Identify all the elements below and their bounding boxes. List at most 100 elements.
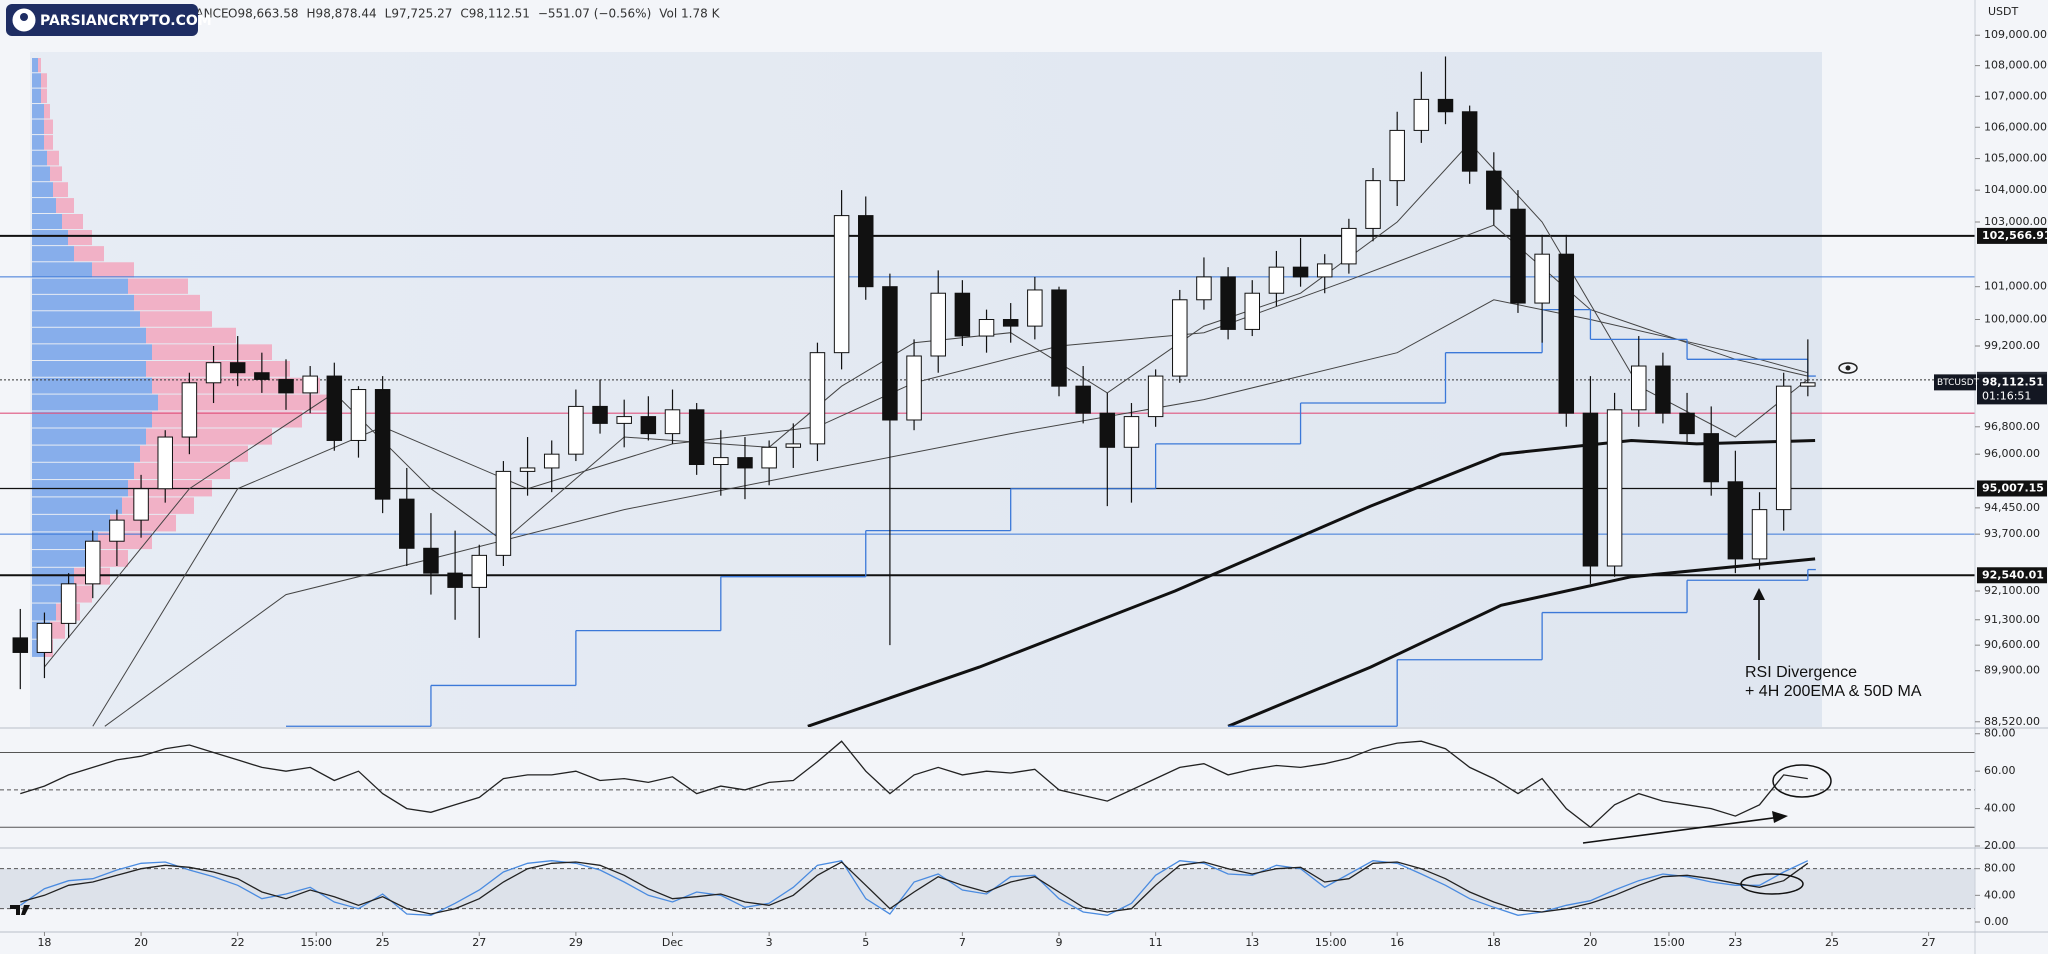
- candle-body: [399, 498, 415, 549]
- stoch-pane: [0, 859, 1975, 916]
- profile-sell: [74, 246, 104, 262]
- x-tick-label: 29: [569, 936, 583, 949]
- level-label-box: [1977, 227, 2047, 244]
- candle-body: [592, 405, 608, 424]
- y-tick-label: 107,000.00: [1984, 89, 2047, 102]
- rsi-pane: [0, 740, 1975, 829]
- candle-body: [930, 292, 946, 357]
- level-label: 102,566.91: [1982, 229, 2048, 242]
- candle-body: [1751, 509, 1768, 560]
- annotation: + 4H 200EMA & 50D MA: [1745, 683, 1922, 700]
- profile-buy: [32, 497, 122, 514]
- indicator-line: [20, 740, 1808, 829]
- candle-body: [1389, 129, 1405, 182]
- y-tick-label: 108,000.00: [1984, 59, 2047, 72]
- profile-sell: [50, 621, 65, 639]
- candle-body: [543, 453, 560, 469]
- legend-value: H98,878.44: [307, 7, 377, 21]
- candle-body: [205, 362, 222, 384]
- eye-icon[interactable]: [1838, 362, 1858, 374]
- candle-body: [1437, 98, 1454, 113]
- moving-average: [92, 224, 1808, 727]
- candle-body: [833, 215, 850, 354]
- y-tick-label: 90,600.00: [1984, 638, 2040, 651]
- x-tick-label: 9: [1056, 936, 1063, 949]
- logo-text: PARSIANCRYPTO.COM: [40, 13, 212, 29]
- y-tick-label: 101,000.00: [1984, 280, 2047, 293]
- y-tick-label: 40.00: [1984, 888, 2016, 901]
- candle-body: [1002, 319, 1019, 327]
- symbol-tag-box: [1934, 374, 1976, 391]
- candle-body: [954, 292, 971, 337]
- profile-buy: [32, 278, 128, 294]
- x-tick-label: 11: [1149, 936, 1163, 949]
- x-tick-label: 5: [862, 936, 869, 949]
- profile-buy: [32, 182, 53, 198]
- eye-icon[interactable]: [1845, 365, 1851, 371]
- profile-buy: [32, 514, 110, 532]
- y-tick-label: 89,900.00: [1984, 664, 2040, 677]
- profile-buy: [32, 214, 62, 230]
- profile-sell: [146, 428, 272, 445]
- candle-body: [326, 375, 343, 441]
- profile-buy: [32, 585, 62, 603]
- profile-buy: [32, 135, 44, 150]
- ohlc-legend: O98,663.58 H98,878.44 L97,725.27 C98,112.51…: [228, 7, 721, 21]
- candle-body: [1582, 412, 1599, 567]
- logo: PARSIANCRYPTO.COM: [6, 4, 212, 36]
- candle-body: [1800, 382, 1816, 387]
- profile-buy: [32, 411, 152, 428]
- profile-buy: [32, 119, 44, 135]
- candle-body: [254, 372, 270, 380]
- profile-sell: [98, 532, 152, 550]
- main-pane: [0, 56, 1975, 727]
- profile-buy: [32, 311, 140, 327]
- candle-body: [1679, 412, 1695, 435]
- profile-buy: [32, 166, 50, 182]
- indicator-line: [20, 861, 1809, 915]
- candle-body: [85, 540, 101, 585]
- candle-body: [882, 286, 898, 421]
- candle-body: [60, 583, 77, 624]
- candle-body: [785, 443, 802, 448]
- profile-buy: [32, 344, 152, 361]
- y-tick-label: 109,000.00: [1984, 28, 2047, 41]
- profile-sell: [110, 514, 176, 532]
- x-tick-label: 20: [1583, 936, 1597, 949]
- profile-sell: [38, 57, 41, 73]
- candle-body: [761, 446, 777, 469]
- y-tick-label: 91,300.00: [1984, 613, 2040, 626]
- profile-sell: [68, 230, 92, 246]
- candle-body: [109, 519, 125, 542]
- last-price-box: [1977, 374, 2047, 405]
- arrow-head: [1772, 811, 1788, 823]
- profile-sell: [62, 214, 83, 230]
- candle-body: [12, 637, 29, 653]
- annotation: RSI Divergence: [1745, 664, 1857, 681]
- y-tick-label: 99,200.00: [1984, 339, 2040, 352]
- candle-body: [229, 362, 246, 374]
- tv-logo: [10, 905, 30, 915]
- candle-body: [1027, 289, 1043, 327]
- y-tick-label: 104,000.00: [1984, 183, 2047, 196]
- profile-buy: [32, 198, 56, 214]
- x-tick-label: 20: [134, 936, 148, 949]
- candle-body: [181, 382, 198, 438]
- candle-body: [1172, 299, 1188, 377]
- candle-body: [1631, 365, 1647, 411]
- profile-buy: [32, 428, 146, 445]
- candle-body: [1220, 276, 1236, 330]
- candle-body: [809, 352, 826, 445]
- candle-body: [713, 457, 729, 466]
- profile-buy: [32, 603, 56, 621]
- candle-body: [495, 470, 512, 556]
- profile-sell: [50, 166, 62, 182]
- profile-buy: [32, 150, 47, 166]
- profile-buy: [32, 327, 146, 344]
- profile-buy: [32, 377, 152, 394]
- legend-value: Vol 1.78 K: [659, 7, 720, 21]
- level-label: 95,007.15: [1982, 481, 2044, 494]
- profile-sell: [140, 445, 248, 462]
- y-tick-label: 20.00: [1984, 839, 2016, 852]
